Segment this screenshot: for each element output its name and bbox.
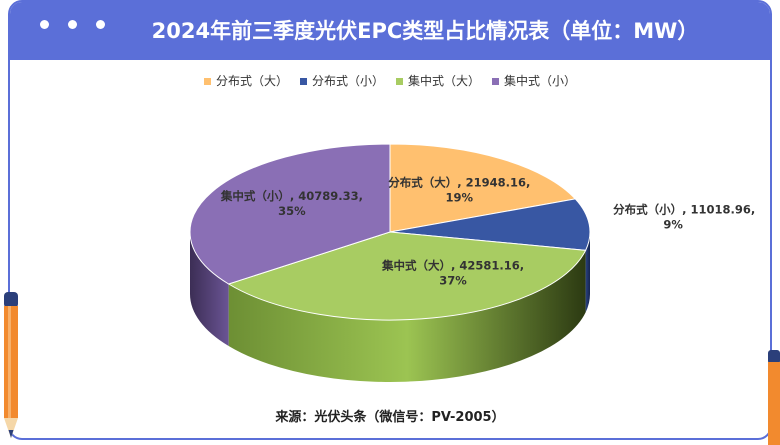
data-label-percent: 35% bbox=[278, 204, 306, 218]
window-dot bbox=[96, 20, 105, 29]
title-bar: 2024年前三季度光伏EPC类型占比情况表（单位：MW） bbox=[10, 2, 770, 60]
chart-frame: 2024年前三季度光伏EPC类型占比情况表（单位：MW） 分布式（大） 分布式（小… bbox=[8, 0, 772, 440]
legend-swatch bbox=[492, 78, 500, 85]
legend-swatch bbox=[203, 78, 211, 85]
legend-label: 分布式（大） bbox=[215, 74, 288, 88]
data-label-percent: 37% bbox=[439, 273, 467, 287]
pie-slice bbox=[189, 143, 391, 285]
legend-item: 集中式（小） bbox=[492, 72, 576, 89]
window-dot bbox=[40, 20, 49, 29]
pencil-decoration-right bbox=[768, 350, 780, 445]
pie-slice-side bbox=[585, 232, 590, 313]
data-label-percent: 19% bbox=[446, 191, 474, 205]
window-dot bbox=[68, 20, 77, 29]
legend-swatch bbox=[396, 78, 403, 85]
pie-slice-side bbox=[190, 232, 229, 346]
pie-slice bbox=[227, 231, 587, 321]
data-label: 分布式（大）, 21948.16, bbox=[388, 176, 530, 190]
legend-label: 集中式（大） bbox=[408, 74, 481, 88]
pencil-decoration-left bbox=[4, 292, 18, 438]
legend-swatch bbox=[299, 78, 307, 85]
data-label: 分布式（小）, 11018.96, bbox=[613, 203, 755, 217]
data-label: 集中式（小）, 40789.33, bbox=[220, 189, 363, 203]
pie-slice bbox=[389, 143, 577, 233]
data-label: 集中式（大）, 42581.16, bbox=[381, 258, 524, 272]
legend-item: 分布式（小） bbox=[299, 72, 384, 89]
legend-item: 分布式（大） bbox=[203, 72, 288, 89]
chart-title: 2024年前三季度光伏EPC类型占比情况表（单位：MW） bbox=[151, 19, 699, 43]
legend-item: 集中式（大） bbox=[396, 72, 480, 89]
pie-slice-side bbox=[228, 250, 586, 382]
chart-legend: 分布式（大） 分布式（小） 集中式（大） 集中式（小） bbox=[10, 72, 770, 89]
data-label-percent: 9% bbox=[663, 218, 683, 232]
legend-label: 分布式（小） bbox=[311, 74, 384, 88]
pie-slice bbox=[389, 198, 591, 251]
pie-chart: 分布式（大）, 21948.16,19% 分布式（小）, 11018.96,9% 集… bbox=[189, 143, 755, 382]
legend-label: 集中式（小） bbox=[504, 74, 577, 88]
source-note: 来源：光伏头条（微信号：PV-2005） bbox=[275, 410, 505, 425]
